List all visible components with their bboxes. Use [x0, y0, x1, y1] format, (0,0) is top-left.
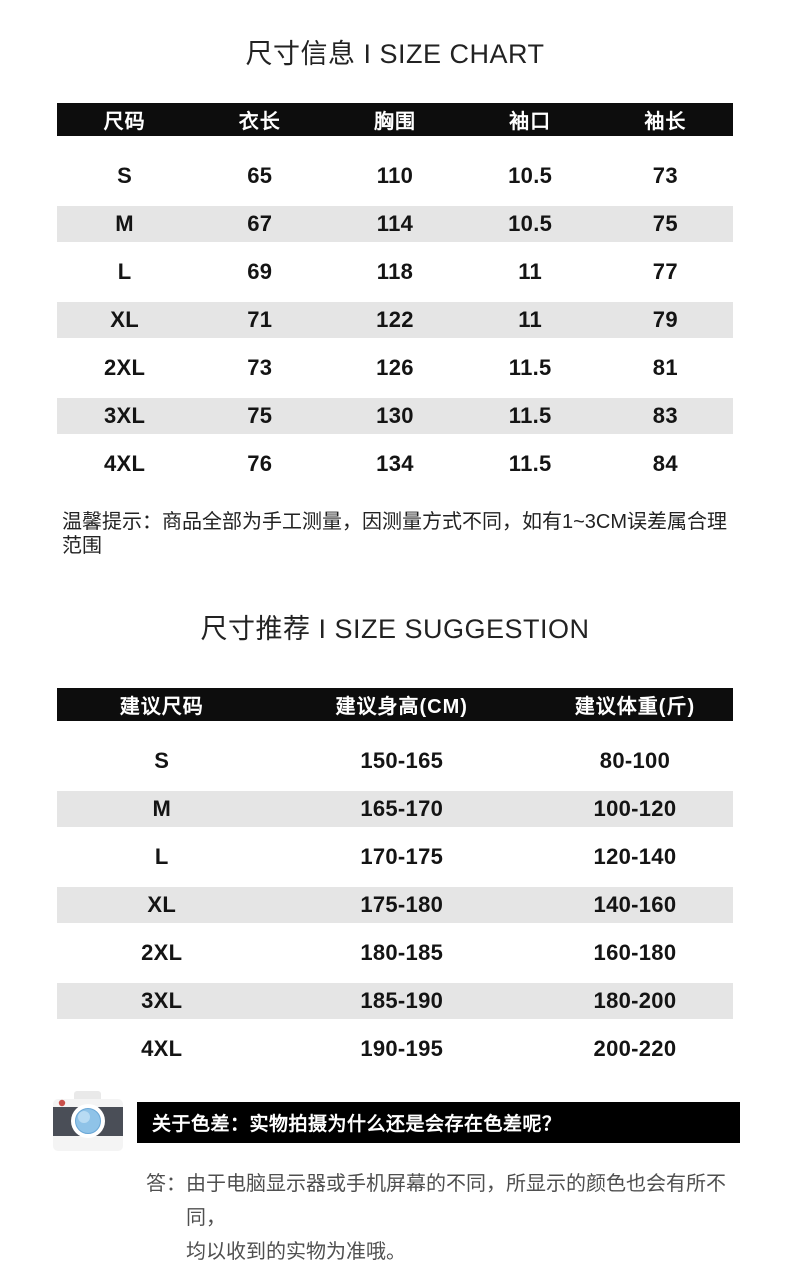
table-cell: 100-120 [593, 796, 677, 821]
table-row: M 165-170 100-120 [57, 785, 733, 833]
table-cell: 67 [247, 211, 273, 236]
table-cell: 73 [652, 163, 678, 188]
table-cell: 83 [652, 403, 678, 428]
color-question-text: 实物拍摄为什么还是会存在色差呢？ [249, 1114, 562, 1135]
table-cell: 75 [247, 403, 273, 428]
table-cell: 65 [247, 163, 273, 188]
answer-label: 答： [146, 1173, 186, 1195]
color-question-banner: 关于色差： 实物拍摄为什么还是会存在色差呢？ [137, 1102, 740, 1143]
size-chart-body: S 65 110 10.5 73 M 67 114 10.5 75 L 69 1… [57, 136, 733, 488]
table-cell: 84 [652, 451, 678, 476]
answer-line-1: 由于电脑显示器或手机屏幕的不同，所显示的颜色也会有所不同， [186, 1173, 726, 1229]
table-row: 2XL 73 126 11.5 81 [57, 344, 733, 392]
size-label: M [152, 796, 172, 821]
table-cell: 180-185 [360, 940, 444, 965]
table-row: L 170-175 120-140 [57, 833, 733, 881]
size-suggestion-header-row: 建议尺码 建议身高(CM) 建议体重(斤) [57, 688, 733, 721]
table-row: L 69 118 11 77 [57, 248, 733, 296]
table-cell: 76 [247, 451, 273, 476]
answer-line-2: 均以收到的实物为准哦。 [186, 1241, 406, 1263]
table-cell: 170-175 [360, 844, 444, 869]
camera-icon [53, 1091, 123, 1151]
table-cell: 75 [652, 211, 678, 236]
table-cell: 77 [652, 259, 678, 284]
column-header-chest: 胸围 [373, 111, 416, 133]
table-cell: 134 [376, 451, 414, 476]
size-label: XL [110, 307, 139, 332]
size-label: 2XL [103, 355, 146, 380]
table-row: 3XL 185-190 180-200 [57, 977, 733, 1025]
table-row: 4XL 190-195 200-220 [57, 1025, 733, 1073]
color-question-label: 关于色差： [152, 1114, 250, 1135]
column-header-suggested-height: 建议身高(CM) [335, 696, 468, 718]
measurement-note: 温馨提示：商品全部为手工测量，因测量方式不同，如有1~3CM误差属合理范围 [62, 511, 728, 557]
table-row: 2XL 180-185 160-180 [57, 929, 733, 977]
table-row: XL 71 122 11 79 [57, 296, 733, 344]
table-row: S 65 110 10.5 73 [57, 152, 733, 200]
size-label: S [154, 748, 170, 773]
table-cell: 165-170 [360, 796, 444, 821]
table-cell: 118 [376, 259, 414, 284]
table-cell: 185-190 [360, 988, 444, 1013]
table-cell: 10.5 [508, 211, 553, 236]
table-cell: 71 [247, 307, 273, 332]
table-cell: 122 [376, 307, 414, 332]
table-cell: 140-160 [593, 892, 677, 917]
table-cell: 114 [376, 211, 414, 236]
table-cell: 11 [518, 307, 543, 332]
table-cell: 11.5 [508, 355, 552, 380]
size-label: M [115, 211, 134, 236]
table-cell: 190-195 [360, 1036, 444, 1061]
column-header-suggested-size: 建议尺码 [119, 696, 204, 718]
table-cell: 120-140 [593, 844, 677, 869]
table-cell: 80-100 [599, 748, 671, 773]
color-note-section: 关于色差： 实物拍摄为什么还是会存在色差呢？ [0, 1091, 790, 1154]
size-suggestion-table: 建议尺码 建议身高(CM) 建议体重(斤) S 150-165 80-100 M… [57, 688, 733, 1073]
table-row: 3XL 75 130 11.5 83 [57, 392, 733, 440]
table-cell: 10.5 [508, 163, 553, 188]
table-cell: 69 [247, 259, 273, 284]
table-cell: 130 [376, 403, 414, 428]
answer-text: 由于电脑显示器或手机屏幕的不同，所显示的颜色也会有所不同， 均以收到的实物为准哦… [186, 1167, 735, 1269]
size-suggestion-body: S 150-165 80-100 M 165-170 100-120 L 170… [57, 721, 733, 1073]
table-cell: 175-180 [360, 892, 444, 917]
table-row: 4XL 76 134 11.5 84 [57, 440, 733, 488]
size-label: 4XL [141, 1036, 183, 1061]
size-label: L [154, 844, 169, 869]
table-row: M 67 114 10.5 75 [57, 200, 733, 248]
size-label: 3XL [141, 988, 183, 1013]
table-cell: 81 [652, 355, 678, 380]
size-label: XL [147, 892, 177, 917]
column-header-suggested-weight: 建议体重(斤) [574, 696, 696, 718]
table-cell: 11 [518, 259, 543, 284]
color-answer: 答： 由于电脑显示器或手机屏幕的不同，所显示的颜色也会有所不同， 均以收到的实物… [0, 1167, 790, 1269]
table-cell: 150-165 [360, 748, 444, 773]
size-label: L [117, 259, 132, 284]
column-header-cuff: 袖口 [509, 111, 552, 133]
size-chart-title: 尺寸信息 I SIZE CHART [245, 39, 545, 69]
table-cell: 11.5 [508, 451, 552, 476]
table-cell: 160-180 [593, 940, 677, 965]
size-label: 4XL [103, 451, 146, 476]
column-header-sleeve: 袖长 [644, 111, 687, 133]
size-chart-header-row: 尺码 衣长 胸围 袖口 袖长 [57, 103, 733, 136]
table-cell: 11.5 [508, 403, 552, 428]
table-row: S 150-165 80-100 [57, 737, 733, 785]
size-label: 3XL [103, 403, 146, 428]
size-suggestion-title: 尺寸推荐 I SIZE SUGGESTION [200, 614, 590, 644]
column-header-length: 衣长 [238, 111, 281, 133]
column-header-size: 尺码 [103, 111, 146, 133]
table-row: XL 175-180 140-160 [57, 881, 733, 929]
size-label: 2XL [141, 940, 183, 965]
table-cell: 79 [652, 307, 678, 332]
size-label: S [117, 163, 133, 188]
table-cell: 110 [376, 163, 414, 188]
table-cell: 73 [247, 355, 273, 380]
table-cell: 180-200 [593, 988, 677, 1013]
table-cell: 200-220 [593, 1036, 677, 1061]
size-chart-table: 尺码 衣长 胸围 袖口 袖长 S 65 110 10.5 73 M 67 114… [57, 103, 733, 488]
table-cell: 126 [376, 355, 414, 380]
